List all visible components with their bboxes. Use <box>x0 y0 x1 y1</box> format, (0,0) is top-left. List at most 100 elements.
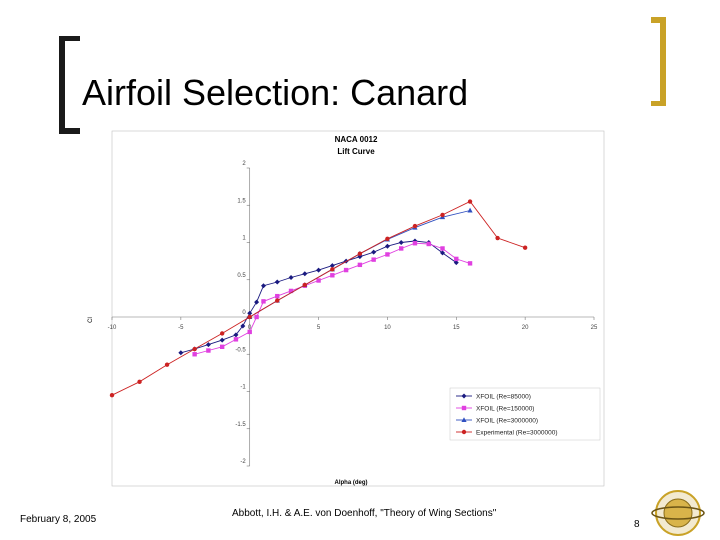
data-point <box>254 299 260 305</box>
data-point <box>316 278 321 283</box>
data-point <box>219 344 225 349</box>
data-point <box>522 245 528 250</box>
slide-title: Airfoil Selection: Canard <box>82 72 469 113</box>
series-line <box>111 200 526 396</box>
data-point <box>440 250 446 256</box>
series-group <box>178 238 459 356</box>
x-tick-label: -5 <box>178 325 184 331</box>
data-point <box>371 257 376 262</box>
page-number: 8 <box>634 519 640 530</box>
chart-axes: -10 -5 0 5 10 15 20 25 2 1.5 1 0.5 0 -0.5 -1 -1.5 -2 <box>108 161 598 467</box>
footer-date: February 8, 2005 <box>20 514 97 525</box>
data-point <box>109 393 115 398</box>
data-point <box>205 342 211 348</box>
y-axis-label: Cl <box>88 317 94 323</box>
data-point <box>254 314 259 320</box>
data-point <box>385 252 390 257</box>
data-point <box>440 246 445 251</box>
data-point <box>461 393 467 399</box>
data-point <box>260 283 266 289</box>
chart-subtitle: Lift Curve <box>337 147 375 156</box>
data-point <box>357 251 363 256</box>
data-point <box>412 241 418 246</box>
data-point <box>219 331 225 336</box>
x-tick-label: 0 <box>248 325 252 331</box>
data-point <box>330 273 335 278</box>
y-tick-label: 1.5 <box>237 198 246 204</box>
chart-title: NACA 0012 <box>335 135 378 144</box>
data-point <box>137 379 142 385</box>
data-point <box>302 271 308 277</box>
data-point <box>240 323 246 329</box>
data-point <box>219 337 225 343</box>
data-point <box>192 346 197 352</box>
data-point <box>288 275 294 281</box>
team-logo-emblem <box>651 490 705 536</box>
data-point <box>247 329 252 335</box>
data-point <box>343 267 349 273</box>
y-tick-label: 2 <box>242 161 246 167</box>
data-point <box>426 241 431 247</box>
data-point <box>164 362 170 367</box>
data-point <box>316 267 322 273</box>
footer-citation: Abbott, I.H. & A.E. von Doenhoff, "Theor… <box>232 508 497 519</box>
series-line <box>194 242 471 355</box>
data-point <box>329 263 335 269</box>
data-point <box>467 199 473 204</box>
right-bracket-decoration <box>651 17 666 106</box>
series-group <box>109 199 528 398</box>
data-point <box>233 337 239 342</box>
data-point <box>275 293 280 299</box>
data-point <box>247 310 253 316</box>
data-point <box>261 299 266 304</box>
data-point <box>288 288 294 294</box>
left-bracket-decoration <box>59 36 80 134</box>
data-point <box>357 262 363 268</box>
chart-border <box>111 130 605 487</box>
x-tick-label: -10 <box>108 325 117 331</box>
legend-entry: XFOIL (Re=3000000) <box>476 418 538 425</box>
data-point <box>399 246 404 251</box>
data-point <box>461 429 467 435</box>
data-point <box>467 207 473 213</box>
y-tick-label: -0.5 <box>235 347 246 353</box>
data-point <box>453 260 459 266</box>
data-point <box>275 298 280 303</box>
legend-entry: XFOIL (Re=85000) <box>476 394 531 401</box>
data-point <box>233 332 239 338</box>
x-tick-label: 15 <box>453 325 460 331</box>
data-point <box>274 279 280 285</box>
legend-box <box>449 387 601 441</box>
data-point <box>461 405 467 411</box>
y-tick-label: 0.5 <box>237 273 246 279</box>
data-point <box>412 223 418 229</box>
data-point <box>440 212 445 218</box>
data-point <box>467 261 473 266</box>
y-tick-label: -1.5 <box>235 422 246 428</box>
data-point <box>371 249 377 255</box>
y-tick-label: -2 <box>240 459 246 465</box>
y-tick-label: -1 <box>240 385 246 391</box>
data-point <box>398 240 404 245</box>
x-tick-label: 5 <box>317 325 321 331</box>
chart-legend: XFOIL (Re=85000) XFOIL (Re=150000) XFOIL (… <box>449 387 601 441</box>
data-point <box>385 236 390 241</box>
data-point <box>454 256 459 262</box>
series-group <box>192 241 473 357</box>
y-tick-label: 1 <box>242 236 246 242</box>
data-point <box>192 352 197 357</box>
series-layer <box>109 199 528 398</box>
data-point <box>330 267 335 272</box>
x-tick-label: 25 <box>591 325 598 331</box>
data-point <box>206 348 211 353</box>
data-point <box>247 314 252 320</box>
data-point <box>495 235 500 241</box>
legend-entry: Experimental (Re=3000000) <box>476 430 557 437</box>
y-tick-label: 0 <box>242 310 246 316</box>
x-tick-label: 20 <box>522 325 529 331</box>
data-point <box>384 243 390 249</box>
series-line <box>180 240 457 354</box>
x-tick-label: 10 <box>384 325 391 331</box>
data-point <box>461 417 467 422</box>
